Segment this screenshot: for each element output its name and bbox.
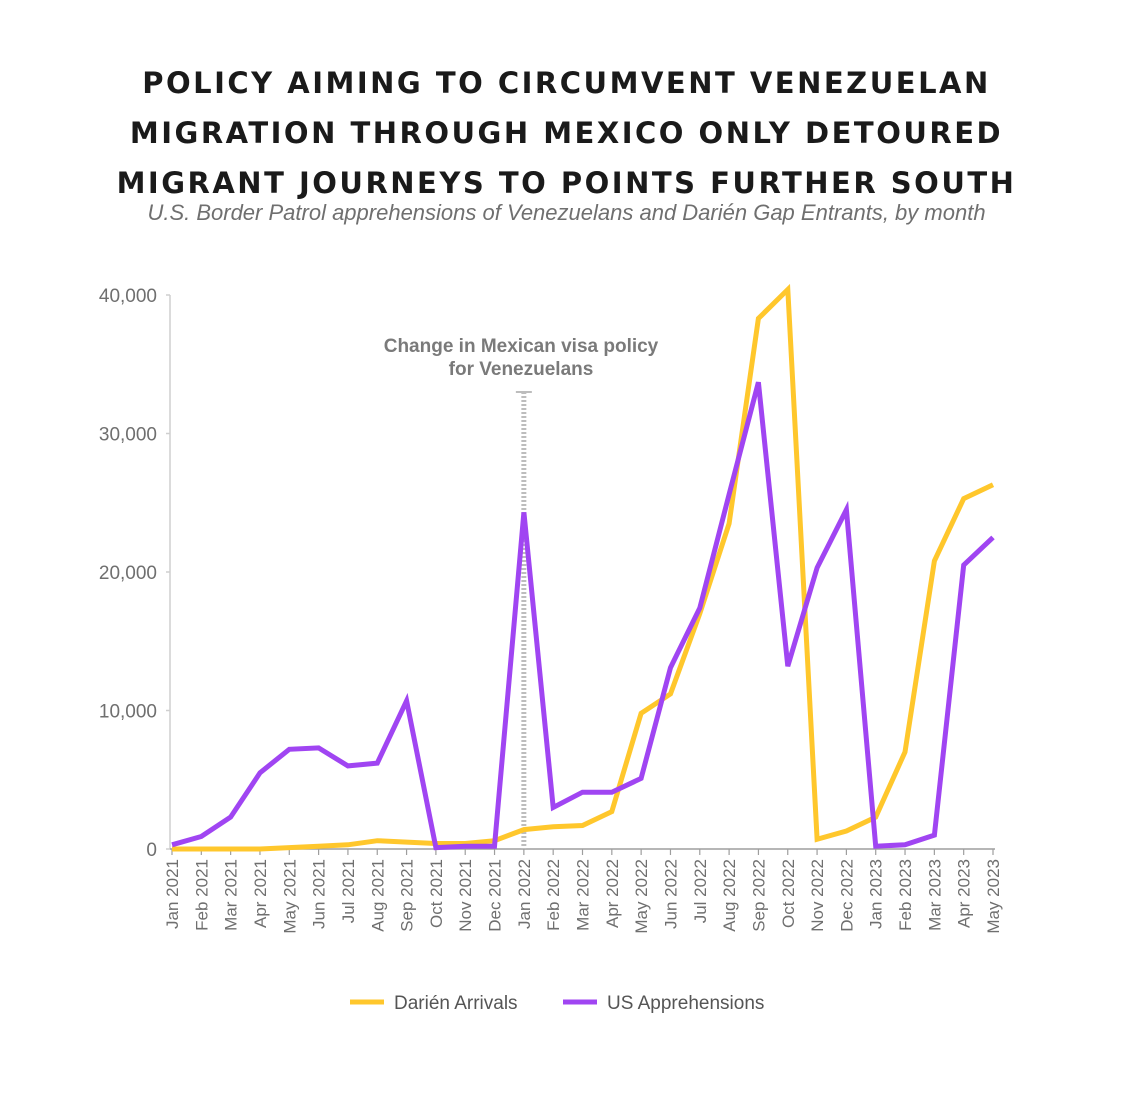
x-tick-label: Aug 2022 (720, 859, 739, 932)
x-tick-label: May 2022 (632, 859, 651, 934)
y-tick-label: 30,000 (99, 425, 157, 446)
chart-title-line: MIGRATION THROUGH MEXICO ONLY DETOURED (129, 116, 1004, 150)
y-tick-label: 0 (146, 840, 157, 861)
x-tick-label: Sep 2022 (749, 859, 768, 932)
series-line-us-apprehensions (171, 381, 995, 851)
x-tick-label: Jul 2022 (691, 859, 710, 923)
legend-label: US Apprehensions (607, 993, 764, 1014)
x-tick-label: Jun 2021 (310, 859, 329, 929)
y-tick-label: 10,000 (99, 702, 157, 723)
x-tick-label: Jan 2021 (163, 859, 182, 929)
series-line-dari-n-arrivals (172, 283, 995, 852)
legend-label: Darién Arrivals (394, 993, 518, 1014)
annotation-label: for Venezuelans (449, 359, 594, 380)
x-tick-label: Mar 2023 (925, 859, 944, 931)
x-tick-label: Nov 2021 (456, 859, 475, 932)
chart-legend: Darién Arrivals US Apprehensions (350, 993, 764, 1014)
chart-subtitle: U.S. Border Patrol apprehensions of Vene… (147, 200, 986, 225)
x-tick-label: Oct 2022 (779, 859, 798, 928)
x-tick-label: Mar 2021 (222, 859, 241, 931)
chart-title: POLICY AIMING TO CIRCUMVENT VENEZUELAN M… (0, 58, 1133, 208)
x-tick-label: Jan 2023 (867, 859, 886, 929)
x-tick-label: Feb 2021 (192, 859, 211, 931)
y-tick-label: 20,000 (99, 563, 157, 584)
x-tick-label: Feb 2022 (544, 859, 563, 931)
chart-title-line: POLICY AIMING TO CIRCUMVENT VENEZUELAN (142, 66, 991, 100)
x-tick-label: Feb 2023 (896, 859, 915, 931)
annotation-label: Change in Mexican visa policy (384, 336, 659, 357)
y-tick-label: 40,000 (99, 286, 157, 307)
x-tick-label: Apr 2021 (251, 859, 270, 928)
x-tick-label: Jan 2022 (515, 859, 534, 929)
x-tick-label: Apr 2022 (603, 859, 622, 928)
x-tick-label: Dec 2022 (837, 859, 856, 932)
chart-title-line: MIGRANT JOURNEYS TO POINTS FURTHER SOUTH (116, 166, 1017, 200)
x-tick-label: Jun 2022 (661, 859, 680, 929)
x-tick-label: Mar 2022 (574, 859, 593, 931)
x-tick-label: Jul 2021 (339, 859, 358, 923)
chart-series (171, 283, 995, 852)
x-tick-label: May 2021 (280, 859, 299, 934)
x-tick-label: Sep 2021 (398, 859, 417, 932)
x-tick-label: Nov 2022 (808, 859, 827, 932)
x-tick-label: Apr 2023 (955, 859, 974, 928)
x-tick-label: Oct 2021 (427, 859, 446, 928)
x-tick-label: May 2023 (984, 859, 1003, 934)
x-tick-label: Dec 2021 (486, 859, 505, 932)
chart-axes: 0 10,000 20,000 30,000 40,000 Jan 2021 Feb 202… (99, 286, 1003, 934)
x-tick-label: Aug 2021 (368, 859, 387, 932)
